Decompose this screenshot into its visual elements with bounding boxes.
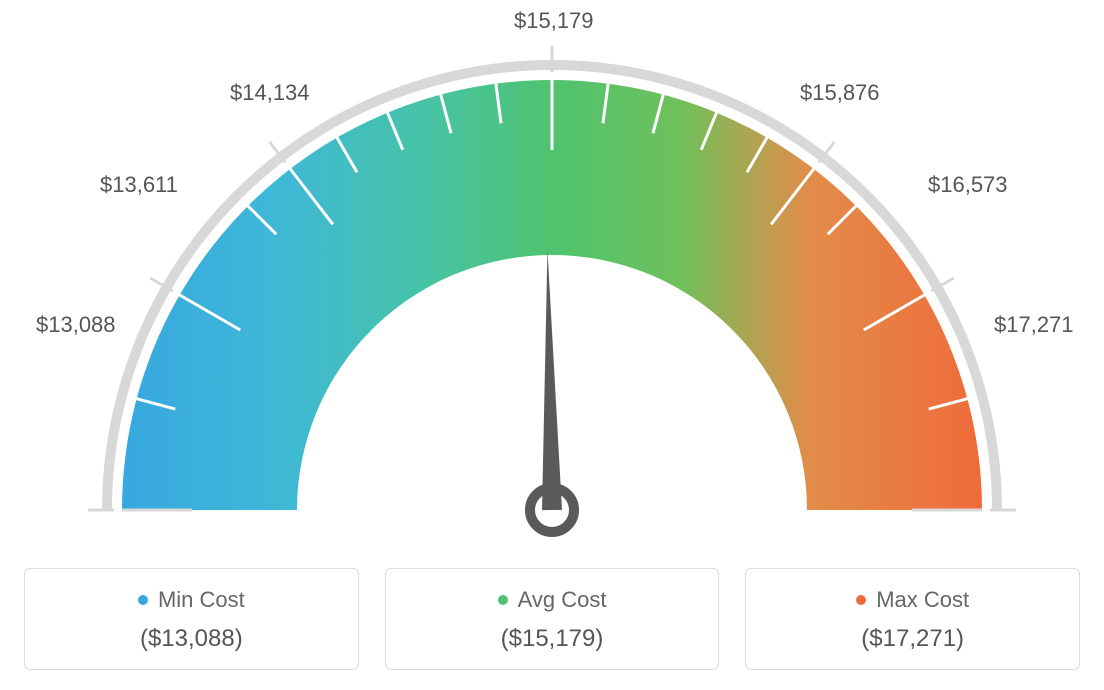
legend-card-min: Min Cost ($13,088) xyxy=(24,568,359,670)
legend-card-avg: Avg Cost ($15,179) xyxy=(385,568,720,670)
legend-value-min: ($13,088) xyxy=(35,625,348,653)
legend-title-max-text: Max Cost xyxy=(876,587,969,613)
gauge-tick-label: $13,088 xyxy=(36,312,116,338)
legend-value-max: ($17,271) xyxy=(756,625,1069,653)
gauge-tick-label: $17,271 xyxy=(994,312,1074,338)
gauge-tick-label: $16,573 xyxy=(928,172,1008,198)
legend-title-avg-text: Avg Cost xyxy=(518,587,607,613)
legend-dot-min xyxy=(138,595,148,605)
legend-dot-avg xyxy=(498,595,508,605)
gauge-tick-label: $13,611 xyxy=(100,172,178,198)
legend-value-avg: ($15,179) xyxy=(396,625,709,653)
legend-row: Min Cost ($13,088) Avg Cost ($15,179) Ma… xyxy=(0,568,1104,670)
gauge-tick-label: $15,179 xyxy=(514,8,594,34)
gauge-tick-label: $14,134 xyxy=(230,80,310,106)
legend-dot-max xyxy=(856,595,866,605)
legend-title-max: Max Cost xyxy=(856,587,969,613)
gauge-tick-label: $15,876 xyxy=(800,80,880,106)
legend-title-min: Min Cost xyxy=(138,587,245,613)
gauge-svg xyxy=(0,0,1104,560)
legend-card-max: Max Cost ($17,271) xyxy=(745,568,1080,670)
gauge-chart: $13,088 $13,611 $14,134 $15,179 $15,876 $16,5… xyxy=(0,0,1104,560)
legend-title-min-text: Min Cost xyxy=(158,587,245,613)
legend-title-avg: Avg Cost xyxy=(498,587,607,613)
